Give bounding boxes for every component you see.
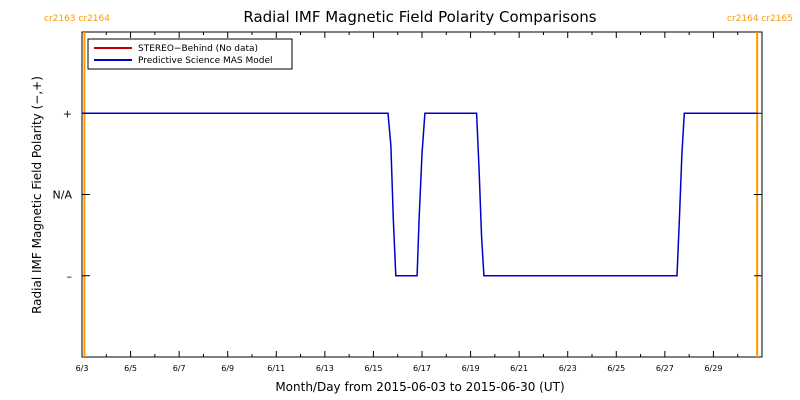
x-tick-label: 6/7 <box>173 364 186 373</box>
legend-label-stereo: STEREO−Behind (No data) <box>138 44 258 54</box>
y-axis-ticks: + N/A – <box>53 107 762 283</box>
x-axis-ticks: 6/3 6/5 6/7 6/9 6/11 6/13 6/15 6/17 6/19 6/21 6/23… <box>76 32 763 373</box>
x-tick-label: 6/5 <box>124 364 137 373</box>
plot-area <box>81 31 763 358</box>
x-tick-label: 6/29 <box>704 364 722 373</box>
legend-box <box>87 38 293 70</box>
x-tick-label: 6/11 <box>267 364 285 373</box>
y-tick-label: + <box>63 107 72 120</box>
x-axis-label: Month/Day from 2015-06-03 to 2015-06-30 … <box>275 380 564 394</box>
x-tick-label: 6/25 <box>607 364 625 373</box>
y-tick-label: – <box>67 270 73 283</box>
x-tick-label: 6/27 <box>656 364 674 373</box>
x-tick-label: 6/19 <box>462 364 480 373</box>
series-line-mas-model <box>82 112 758 277</box>
x-tick-label: 6/13 <box>316 364 334 373</box>
x-tick-label: 6/3 <box>76 364 89 373</box>
carrington-rotation-label: cr2164 cr2165 <box>727 14 793 24</box>
legend: STEREO−Behind (No data) Predictive Scien… <box>87 38 293 70</box>
y-tick-label: N/A <box>53 189 73 202</box>
x-tick-label: 6/17 <box>413 364 431 373</box>
carrington-rotation-labels: cr2163 cr2164 cr2164 cr2165 <box>44 14 793 24</box>
x-tick-label: 6/21 <box>510 364 528 373</box>
legend-label-mas-model: Predictive Science MAS Model <box>138 56 273 66</box>
x-tick-label: 6/23 <box>559 364 577 373</box>
carrington-rotation-label: cr2163 cr2164 <box>44 14 110 24</box>
x-tick-label: 6/9 <box>221 364 234 373</box>
chart-title: Radial IMF Magnetic Field Polarity Compa… <box>243 8 596 26</box>
y-axis-label: Radial IMF Magnetic Field Polarity (−,+) <box>30 76 44 314</box>
data-series <box>82 112 758 277</box>
x-tick-label: 6/15 <box>364 364 382 373</box>
